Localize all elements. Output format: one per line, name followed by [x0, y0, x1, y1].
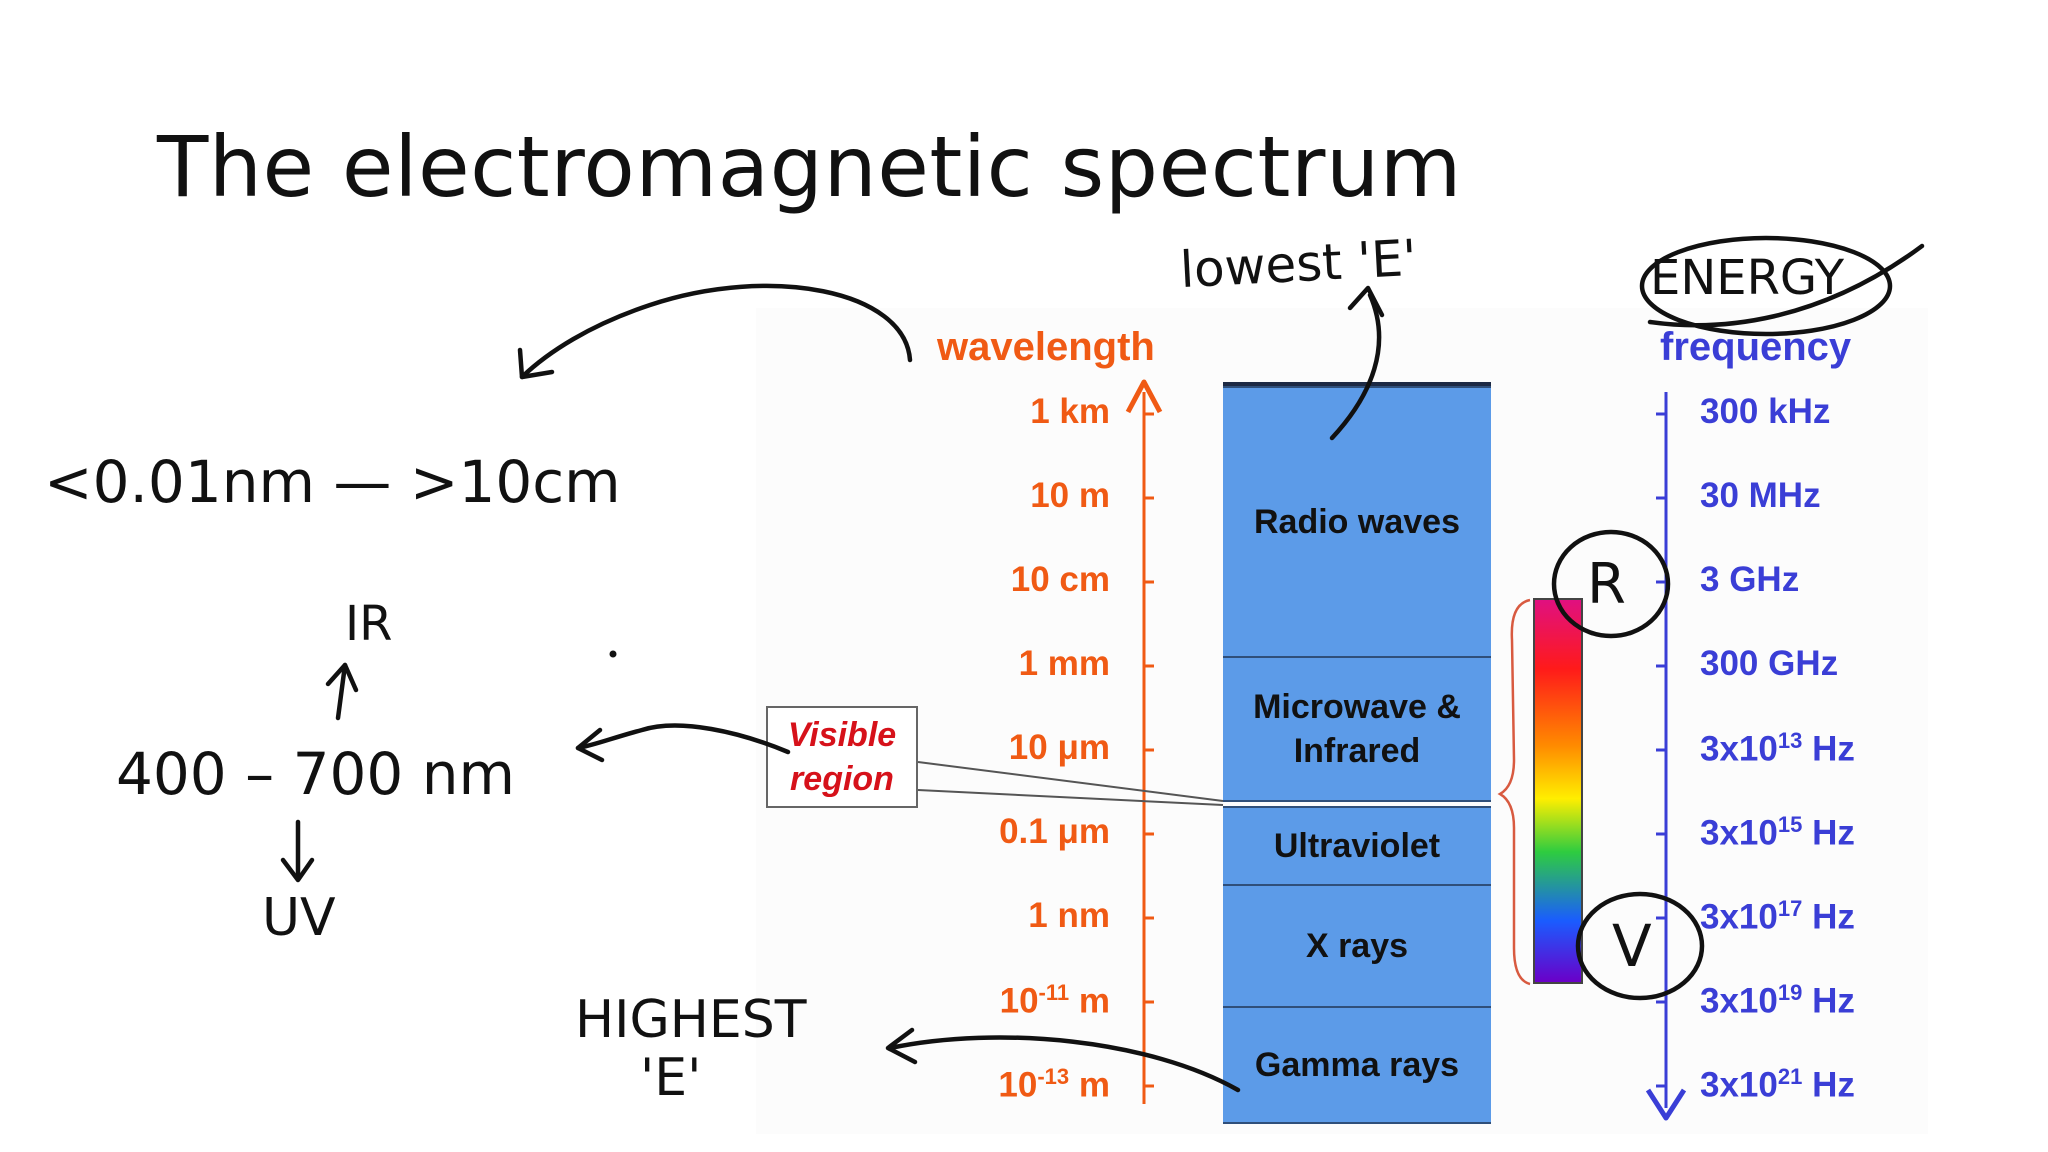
arrow-to-visible-range-head: [575, 727, 605, 763]
frequency-tick-label-4: 3x1013 Hz: [1700, 728, 1855, 769]
frequency-tick-label-5: 3x1015 Hz: [1700, 812, 1855, 853]
energy-underline: [1647, 243, 1925, 328]
frequency-tick-label-0: 300 kHz: [1700, 392, 1831, 431]
wavelength-tick-label-0: 1 km: [1030, 392, 1110, 431]
arrow-down-to-uv-head: [280, 857, 315, 883]
uv-annotation: UV: [262, 888, 336, 948]
slide-title: The electromagnetic spectrum: [157, 118, 1463, 216]
frequency-axis-arrowhead: [1645, 1088, 1687, 1121]
frequency-tick-label-2: 3 GHz: [1700, 560, 1800, 599]
stray-dot: [609, 650, 617, 658]
highest-energy-annotation-line2: 'E': [640, 1048, 702, 1108]
wavelength-tick-label-5: 0.1 μm: [999, 812, 1110, 851]
wavelength-axis-title: wavelength: [937, 325, 1155, 369]
energy-circle: [1639, 235, 1893, 337]
range-annotation: <0.01nm — >10cm: [44, 448, 621, 516]
frequency-tick-label-6: 3x1017 Hz: [1700, 896, 1855, 937]
wavelength-tick-label-1: 10 m: [1030, 476, 1110, 515]
visible-connector-upper: [917, 761, 1224, 802]
visible-range-annotation: 400 – 700 nm: [116, 740, 515, 808]
violet-marker-circle: [1575, 891, 1705, 1001]
arrow-to-highest-e: [887, 1035, 1241, 1093]
band-x-rays: X rays: [1223, 884, 1491, 1008]
lowest-energy-annotation: lowest 'E': [1178, 228, 1419, 300]
energy-annotation: ENERGY: [1650, 250, 1845, 306]
arrow-to-highest-e-head: [885, 1027, 918, 1065]
arrow-to-visible-range: [575, 723, 791, 755]
violet-end-marker: V: [1612, 912, 1652, 980]
band-gamma-rays: Gamma rays: [1223, 1006, 1491, 1124]
frequency-tick-label-8: 3x1021 Hz: [1700, 1064, 1855, 1105]
arrow-to-lowest-e: [1329, 292, 1382, 441]
arrow-to-range: [519, 283, 913, 380]
wavelength-axis-arrowhead: [1125, 379, 1163, 414]
arrow-up-to-ir-head: [325, 662, 359, 693]
wavelength-tick-label-7: 10-11 m: [999, 980, 1110, 1021]
visible-connector-lower: [917, 789, 1224, 806]
ir-annotation: IR: [345, 596, 393, 652]
frequency-tick-label-3: 300 GHz: [1700, 644, 1839, 683]
red-marker-circle: [1551, 529, 1671, 639]
highest-energy-annotation-line1: HIGHEST: [575, 990, 807, 1050]
visible-spectrum-bar: [1533, 598, 1583, 984]
arrow-to-range-head: [517, 347, 555, 380]
wavelength-tick-label-3: 1 mm: [1018, 644, 1110, 683]
red-end-marker: R: [1587, 552, 1626, 617]
wavelength-tick-label-4: 10 μm: [1008, 728, 1110, 767]
visible-brace: [1497, 598, 1531, 986]
frequency-tick-label-7: 3x1019 Hz: [1700, 980, 1855, 1021]
band-microwave-infrared: Microwave & Infrared: [1223, 656, 1491, 802]
wavelength-tick-label-8: 10-13 m: [998, 1064, 1110, 1105]
arrow-to-lowest-e-head: [1347, 285, 1385, 318]
arrow-up-to-ir: [335, 662, 348, 721]
frequency-tick-label-1: 30 MHz: [1700, 476, 1821, 515]
wavelength-tick-label-6: 1 nm: [1028, 896, 1110, 935]
visible-region-label: Visible region: [766, 706, 918, 808]
wavelength-tick-label-2: 10 cm: [1010, 560, 1110, 599]
